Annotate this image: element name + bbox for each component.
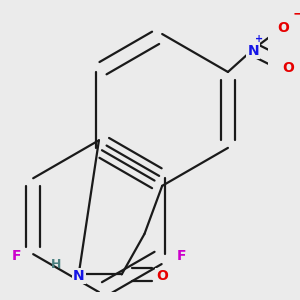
Text: −: − (293, 7, 300, 21)
Text: +: + (256, 34, 264, 44)
Text: F: F (176, 249, 186, 263)
Text: O: O (278, 21, 290, 35)
Text: O: O (283, 61, 295, 75)
Text: N: N (248, 44, 259, 58)
Text: F: F (12, 249, 22, 263)
Text: O: O (156, 269, 168, 283)
Text: N: N (73, 269, 85, 283)
Text: H: H (51, 258, 61, 271)
